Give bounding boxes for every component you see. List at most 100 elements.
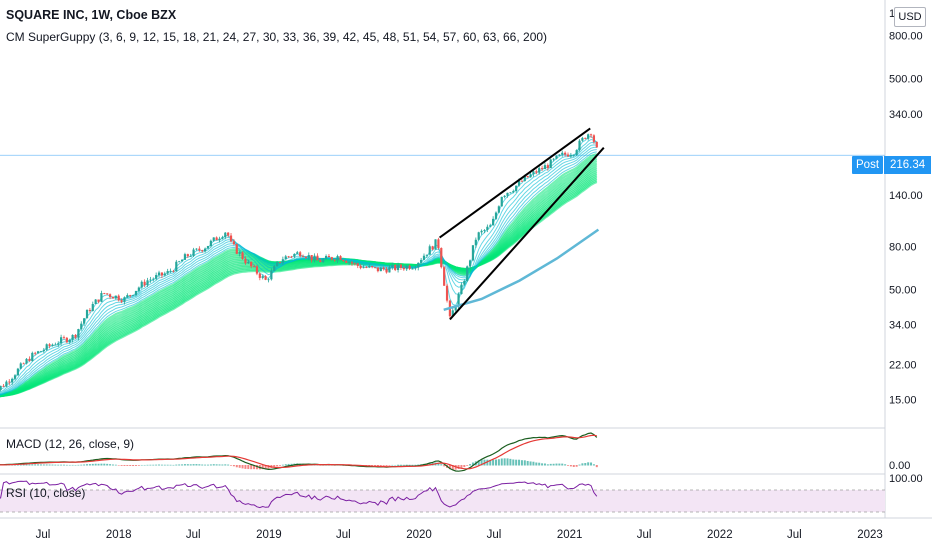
macd-histogram-bar [65,464,68,466]
candle-body [362,267,365,269]
macd-histogram-bar [518,459,521,466]
candle-body [25,358,28,364]
macd-histogram-bar [448,465,451,470]
macd-histogram-bar [186,464,189,466]
macd-histogram-bar [590,462,593,466]
macd-histogram-bar [71,464,74,466]
macd-histogram-bar [183,464,186,466]
macd-histogram-bar [215,464,218,466]
candle-body [51,344,54,346]
macd-histogram-bar [218,464,221,466]
candle-body [489,225,492,227]
candle-body [307,255,310,258]
candle-body [11,378,14,383]
candle-body [304,257,308,258]
candle-body [5,381,8,387]
y-tick-label: 34.00 [889,320,917,332]
x-tick-label: 2019 [256,529,282,541]
candle-body [584,137,587,139]
candle-body [218,238,221,241]
macd-histogram-bar [253,465,256,470]
candle-body [538,168,541,173]
candle-body [111,296,115,299]
candle-body [103,293,106,294]
candle-body [428,246,431,255]
indicator-legend[interactable]: CM SuperGuppy (3, 6, 9, 12, 15, 18, 21, … [6,30,548,44]
macd-histogram-bar [86,464,89,466]
candle-body [252,266,256,268]
macd-histogram-bar [561,463,564,466]
candle-body [373,267,377,268]
candle-body [224,232,227,238]
candle-body [183,254,187,260]
candle-body [405,265,408,270]
candle-body [48,344,51,346]
candle-body [345,261,348,263]
candle-body [388,267,391,273]
macd-histogram-bar [264,465,267,470]
candle-body [569,155,572,157]
guppy-fast-ema-21 [0,151,597,396]
macd-histogram-bar [558,463,561,466]
y-tick-label: 800.00 [889,30,923,42]
candle-body [163,273,166,276]
macd-histogram-bar [408,464,411,466]
symbol-title[interactable]: SQUARE INC, 1W, Cboe BZX [6,8,177,22]
candle-body [140,281,143,288]
macd-histogram-bar [54,464,57,466]
macd-histogram-bar [405,464,408,466]
candle-body [319,260,322,263]
candle-body [460,284,463,294]
candle-body [509,192,512,194]
macd-histogram-bar [480,459,483,466]
candle-body [431,246,434,250]
candle-body [129,295,132,296]
macd-histogram-bar [500,458,503,466]
candle-body [276,261,279,267]
candle-body [74,334,77,338]
macd-histogram-bar [172,464,175,466]
y-tick-label: 15.00 [889,395,917,407]
guppy-fast-ema-6 [0,138,598,393]
candle-body [425,254,428,256]
macd-histogram-bar [399,464,402,466]
candle-body [497,206,500,213]
candle-body [517,180,521,186]
candle-body [575,150,578,155]
candle-body [157,272,161,276]
candle-body [85,309,89,319]
macd-histogram-bar [62,464,65,466]
candle-body [310,255,313,261]
y-tick-label: 140.00 [889,190,923,202]
macd-histogram-bar [109,464,112,466]
candle-body [411,268,414,270]
x-tick-label: 2020 [406,529,432,541]
candle-body [255,266,259,274]
candle-body [166,270,169,274]
macd-histogram-bar [394,464,397,466]
macd-histogram-bar [506,458,509,466]
candle-body [293,253,296,257]
macd-histogram-bar [503,458,506,466]
y-tick-label: 50.00 [889,284,917,296]
candle-body [146,280,149,286]
macd-histogram-bar [325,464,328,466]
candle-body [108,294,112,297]
macd-histogram-bar [195,464,198,466]
candle-body [120,300,123,302]
macd-legend[interactable]: MACD (12, 26, close, 9) [6,437,135,451]
macd-histogram-bar [247,465,250,470]
currency-button[interactable]: USD [894,7,926,27]
macd-histogram-bar [255,465,258,470]
candle-body [22,363,25,365]
macd-histogram-bar [103,463,106,466]
candle-body [339,256,342,260]
rsi-legend[interactable]: RSI (10, close) [6,486,86,500]
macd-histogram-bar [520,460,523,466]
candle-body [192,249,195,256]
candle-body [77,329,80,338]
macd-histogram-bar [212,464,215,466]
macd-histogram-bar [466,465,469,466]
macd-histogram-bar [515,459,518,466]
